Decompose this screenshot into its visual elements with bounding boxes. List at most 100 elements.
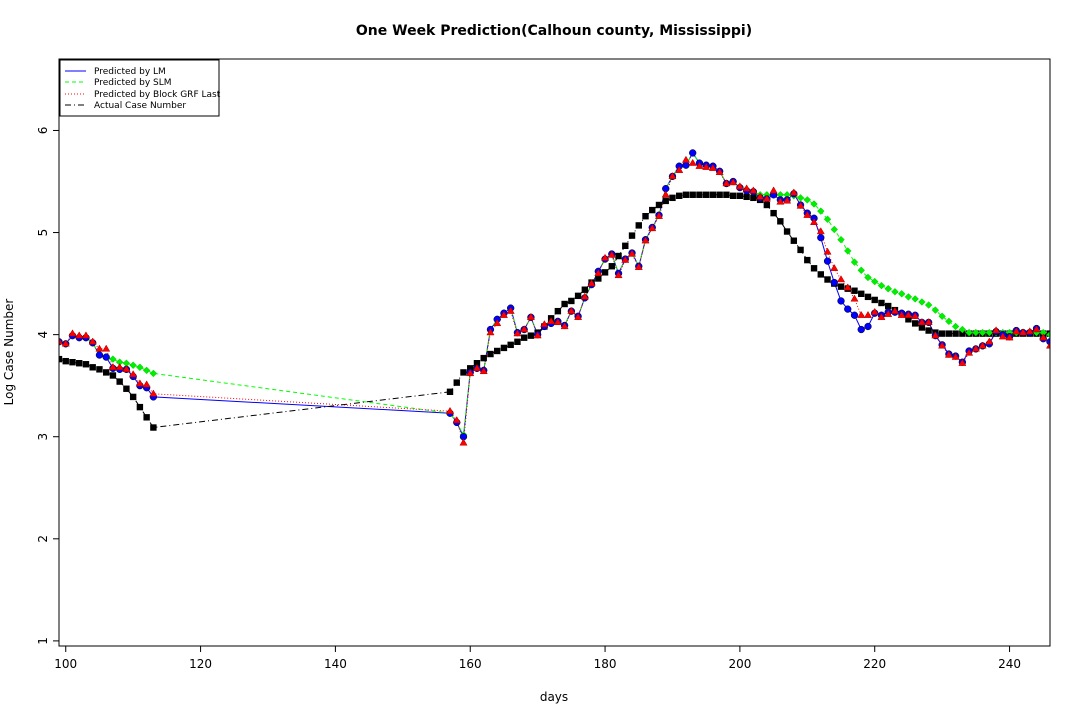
data-point-triangle (59, 337, 64, 345)
data-point-square (467, 365, 474, 372)
data-point-triangle (789, 188, 798, 196)
data-point-triangle (634, 262, 643, 270)
data-point-square (514, 338, 521, 345)
data-point-circle (857, 325, 865, 334)
data-point-triangle (863, 310, 873, 318)
data-point-triangle (75, 331, 84, 339)
data-point-triangle (843, 283, 852, 291)
data-point-triangle (1039, 333, 1048, 341)
data-point-triangle (1012, 327, 1021, 335)
data-point-triangle (756, 192, 765, 200)
x-tick-label: 200 (728, 657, 751, 671)
x-tick-label: 180 (594, 657, 617, 671)
data-point-triangle (675, 165, 684, 173)
y-tick-label: 4 (36, 331, 50, 339)
data-point-triangle (627, 249, 637, 257)
data-point-diamond (972, 328, 980, 337)
data-point-diamond (142, 366, 151, 375)
data-point-triangle (61, 339, 70, 347)
data-point-square (905, 316, 912, 323)
y-tick-label: 3 (36, 433, 50, 441)
data-point-square (736, 192, 744, 199)
data-point-square (136, 403, 144, 411)
data-point-circle (102, 353, 110, 361)
data-point-triangle (769, 186, 778, 194)
data-point-diamond (945, 317, 953, 326)
data-point-triangle (95, 344, 104, 352)
data-point-square (743, 193, 750, 201)
data-point-triangle (965, 348, 974, 356)
data-point-triangle (486, 328, 495, 336)
data-point-square (918, 324, 926, 331)
y-tick-label: 2 (36, 535, 50, 543)
data-point-square (871, 296, 878, 304)
data-point-triangle (668, 172, 677, 180)
data-point-triangle (890, 306, 899, 314)
data-point-square (622, 242, 629, 250)
data-point-triangle (452, 416, 461, 424)
data-point-square (581, 286, 589, 293)
data-point-square (938, 330, 946, 337)
data-point-triangle (135, 379, 144, 387)
data-point-triangle (547, 317, 556, 325)
data-point-triangle (992, 326, 1001, 334)
data-point-diamond (965, 328, 973, 337)
data-point-triangle (513, 329, 522, 337)
data-point-square (446, 388, 454, 396)
data-point-triangle (526, 312, 535, 320)
data-point-circle (817, 234, 825, 242)
data-point-triangle (762, 194, 771, 202)
data-point-square (460, 369, 467, 376)
data-point-triangle (796, 201, 805, 209)
data-point-triangle (924, 318, 933, 326)
data-point-square (945, 330, 953, 337)
data-point-triangle (917, 318, 926, 326)
plot-frame (58, 58, 1051, 647)
data-point-triangle (938, 341, 947, 349)
data-point-square (554, 307, 562, 315)
x-axis: 100 120 140 160 180 200 220 240 (54, 646, 1021, 671)
x-tick-label: 220 (863, 657, 886, 671)
data-point-triangle (830, 263, 839, 271)
y-axis-label: Log Case Number (2, 299, 16, 406)
data-point-square (76, 360, 83, 367)
y-axis: 1 2 3 4 5 6 (36, 127, 59, 645)
data-point-square (716, 191, 723, 198)
data-point-square (911, 320, 919, 327)
data-point-square (662, 197, 669, 205)
data-point-square (69, 358, 76, 366)
data-point-triangle (1018, 328, 1028, 336)
data-point-diamond (978, 328, 987, 337)
data-point-diamond (870, 277, 879, 286)
data-point-circle (837, 297, 845, 305)
data-point-square (507, 341, 514, 349)
y-tick-label: 5 (36, 229, 50, 237)
data-point-square (885, 302, 892, 310)
data-point-square (143, 414, 150, 421)
data-point-circle (689, 149, 697, 157)
data-point-diamond (891, 288, 899, 296)
data-point-diamond (817, 207, 825, 215)
data-point-square (102, 369, 110, 376)
data-point-square (123, 385, 130, 392)
data-point-square (89, 364, 96, 371)
x-tick-label: 240 (998, 657, 1021, 671)
data-point-square (520, 334, 528, 341)
data-point-triangle (445, 406, 455, 414)
data-point-square (59, 355, 63, 363)
data-point-triangle (607, 250, 616, 258)
data-point-square (702, 191, 710, 198)
plot-region (59, 149, 1050, 446)
data-point-square (837, 283, 845, 290)
data-point-circle (844, 305, 852, 313)
data-point-square (595, 275, 602, 282)
data-point-diamond (844, 247, 852, 255)
data-point-square (628, 232, 636, 239)
data-point-triangle (1032, 325, 1041, 333)
data-point-triangle (479, 367, 488, 375)
data-point-square (655, 201, 663, 209)
data-point-diamond (129, 361, 137, 370)
x-tick-label: 140 (324, 657, 347, 671)
data-point-triangle (648, 224, 657, 232)
data-point-square (473, 360, 481, 367)
